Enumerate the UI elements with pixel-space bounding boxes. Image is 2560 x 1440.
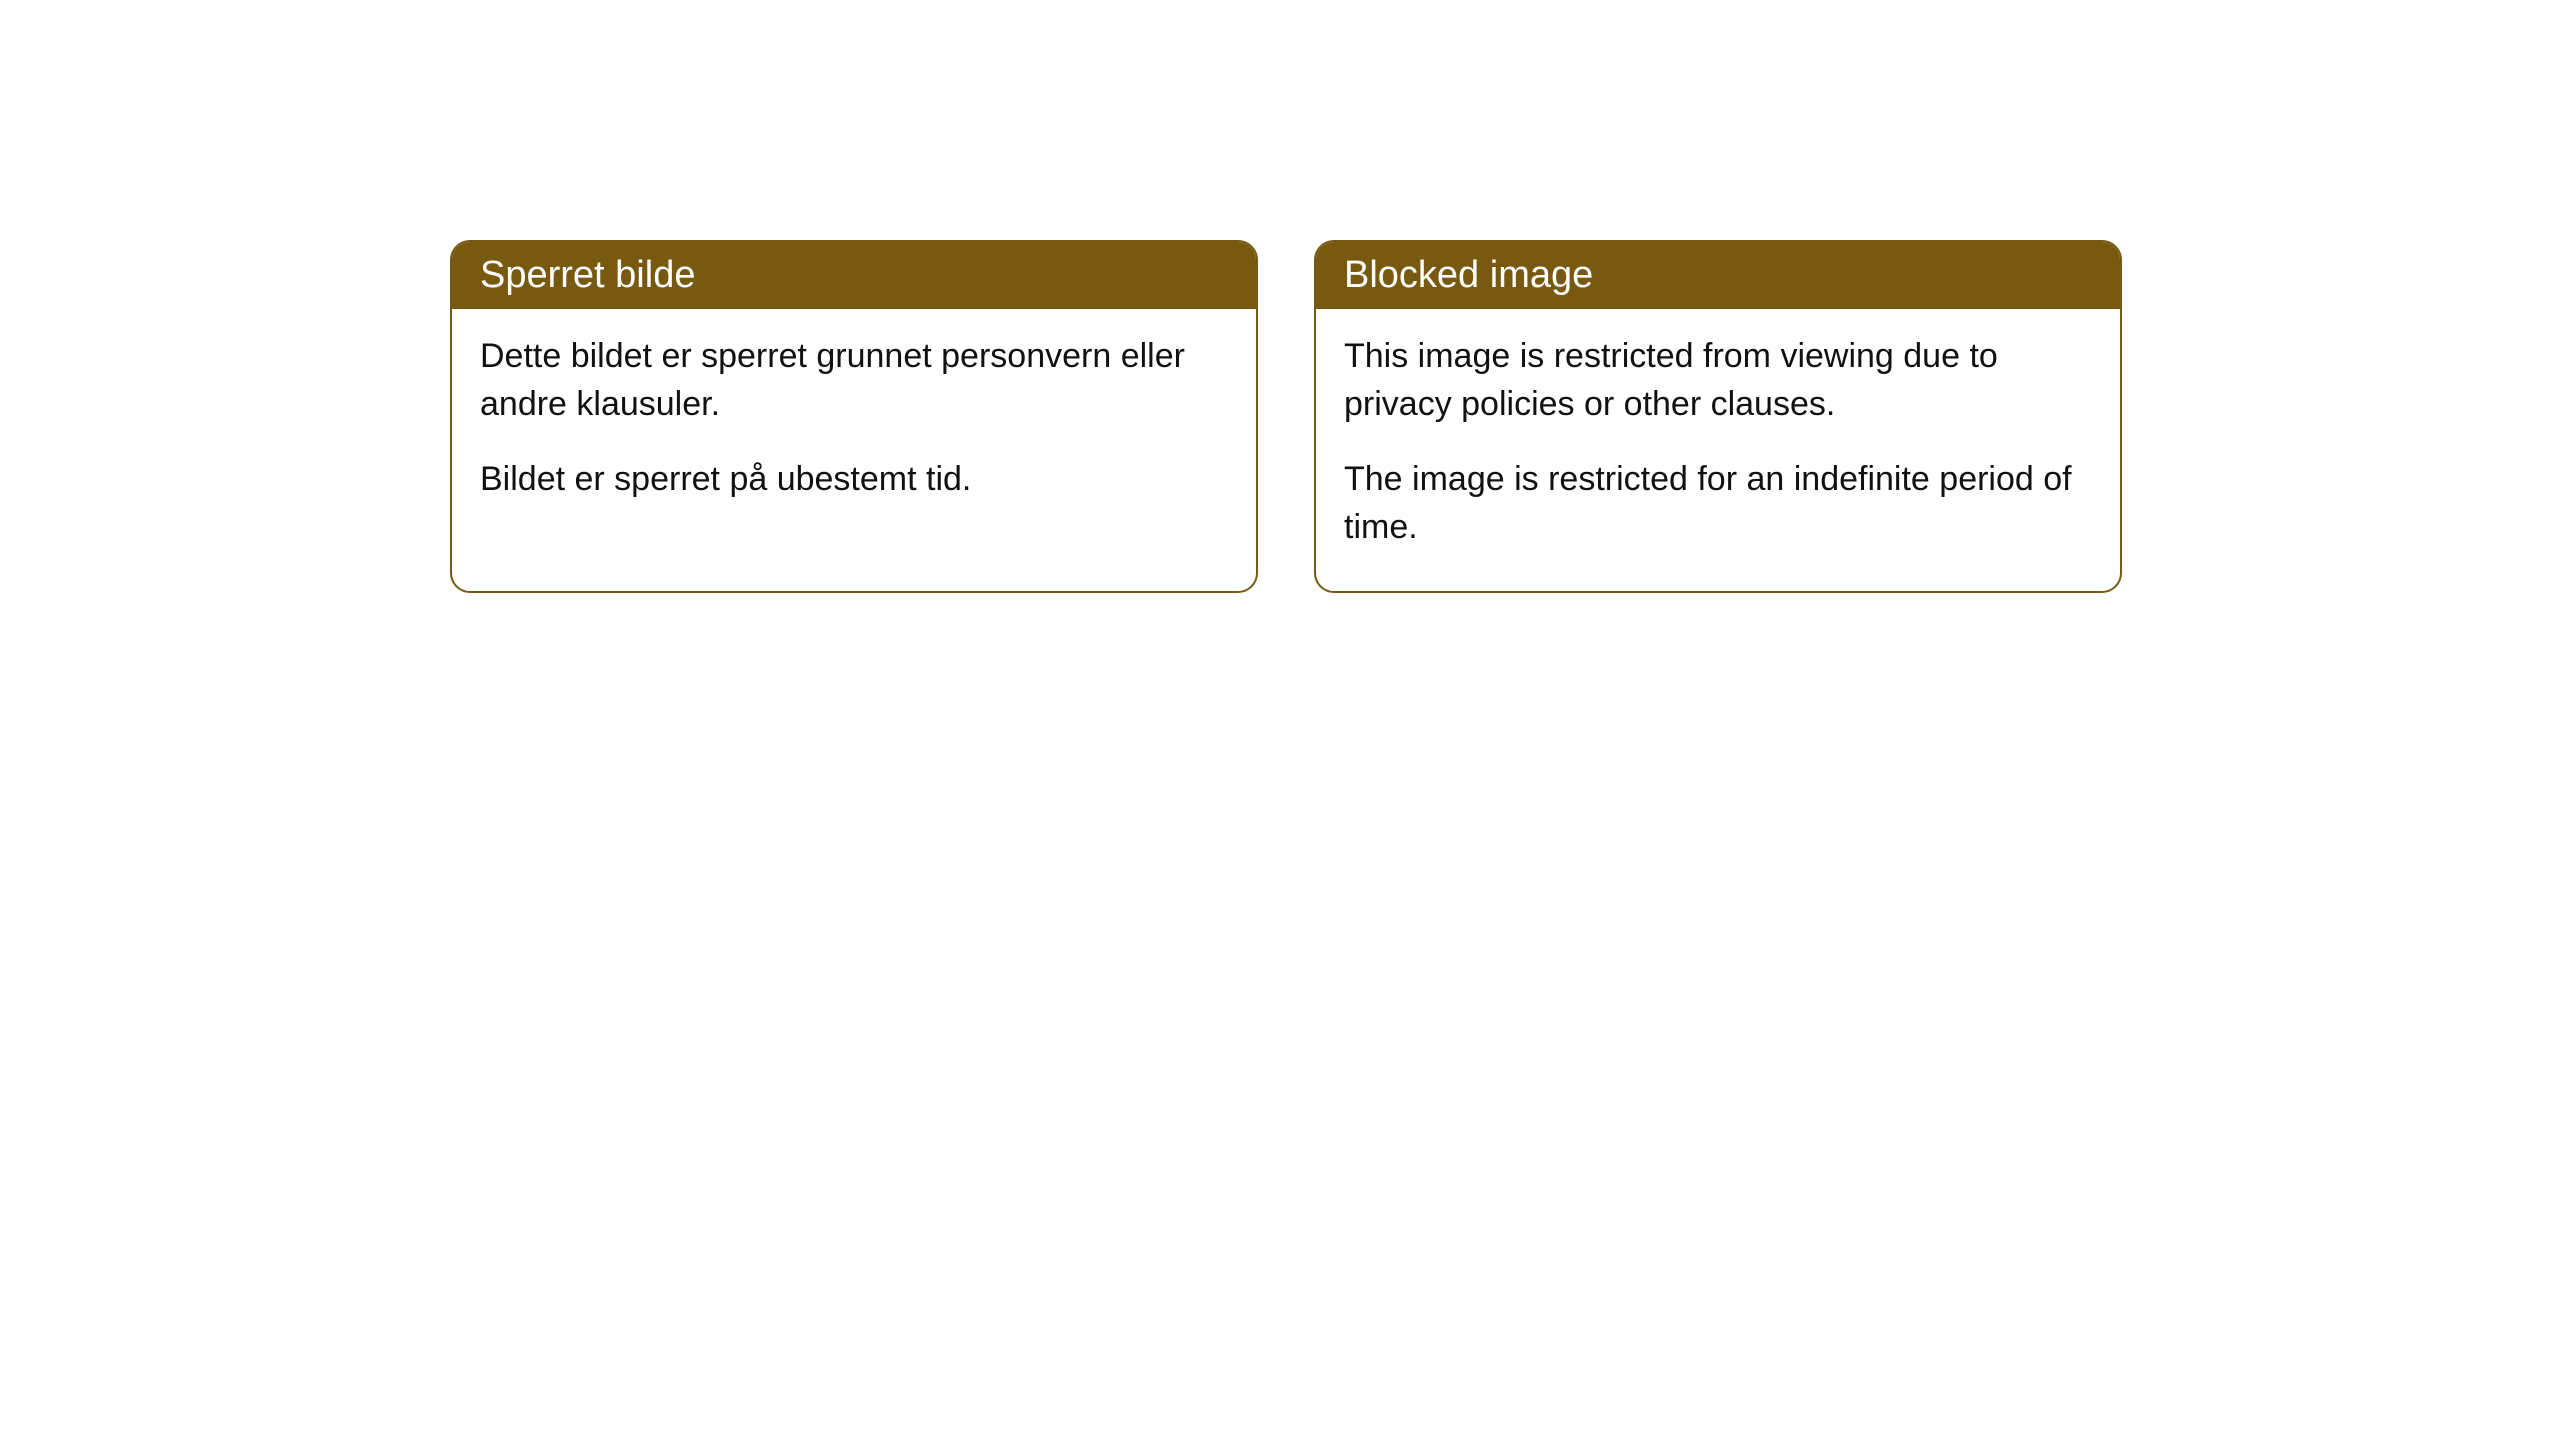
card-body-english: This image is restricted from viewing du… <box>1316 309 2120 591</box>
card-norwegian: Sperret bilde Dette bildet er sperret gr… <box>450 240 1258 593</box>
card-paragraph-2-english: The image is restricted for an indefinit… <box>1344 456 2092 551</box>
card-paragraph-2-norwegian: Bildet er sperret på ubestemt tid. <box>480 456 1228 504</box>
card-paragraph-1-norwegian: Dette bildet er sperret grunnet personve… <box>480 333 1228 428</box>
cards-container: Sperret bilde Dette bildet er sperret gr… <box>450 240 2560 593</box>
card-header-english: Blocked image <box>1316 242 2120 309</box>
card-body-norwegian: Dette bildet er sperret grunnet personve… <box>452 309 1256 544</box>
card-english: Blocked image This image is restricted f… <box>1314 240 2122 593</box>
card-header-norwegian: Sperret bilde <box>452 242 1256 309</box>
card-paragraph-1-english: This image is restricted from viewing du… <box>1344 333 2092 428</box>
